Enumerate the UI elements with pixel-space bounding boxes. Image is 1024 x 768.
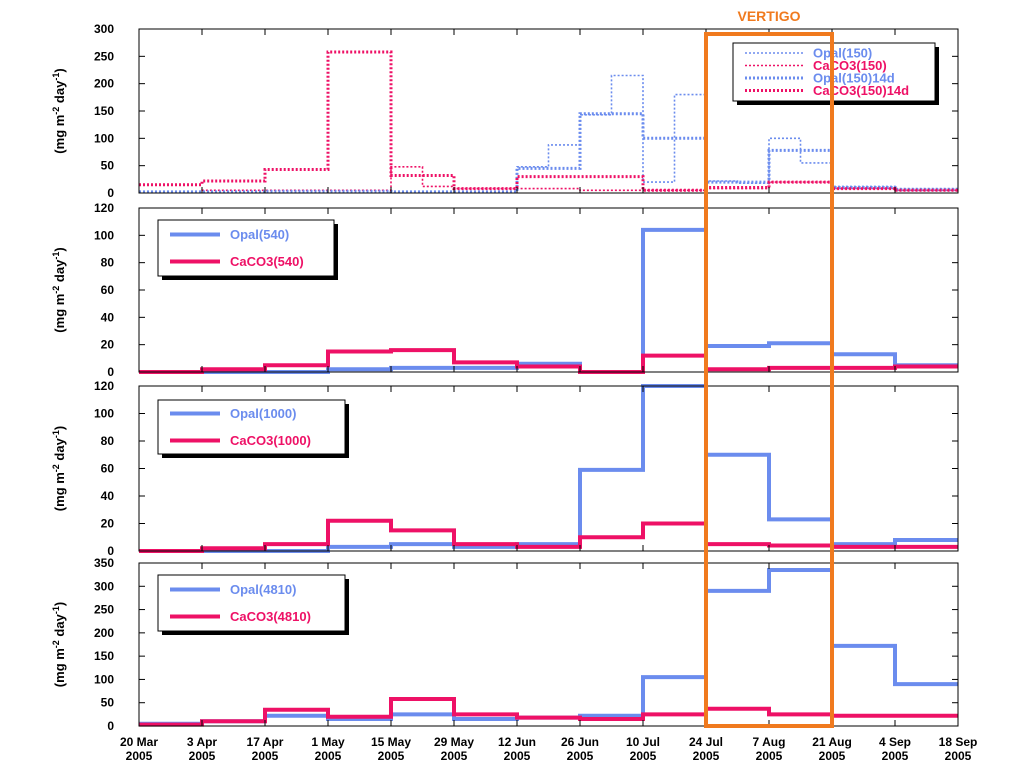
y-tick-label: 120 xyxy=(94,379,114,393)
y-tick-label: 80 xyxy=(101,256,115,270)
y-tick-label: 50 xyxy=(101,696,115,710)
legend-label: CaCO3(540) xyxy=(230,254,304,269)
y-tick-label: 60 xyxy=(101,462,115,476)
legend: Opal(150)CaCO3(150)Opal(150)14dCaCO3(150… xyxy=(732,42,939,105)
x-tick-label: 7 Aug xyxy=(753,735,786,749)
x-tick-label: 1 May xyxy=(311,735,345,749)
y-tick-label: 40 xyxy=(101,310,115,324)
panel-2: 0 20 40 60 80 100 120 (mg m-2 day-1) Opal(540) Ca… xyxy=(51,201,959,379)
x-tick-label: 15 May xyxy=(371,735,411,749)
vertigo-label: VERTIGO xyxy=(737,8,800,24)
y-tick-label: 100 xyxy=(94,672,114,686)
legend-box xyxy=(157,219,335,277)
x-tick-label: 21 Aug xyxy=(812,735,852,749)
x-tick-label: 29 May xyxy=(434,735,474,749)
y-axis-label: (mg m-2 day-1) xyxy=(51,426,67,511)
x-tick-label: 17 Apr xyxy=(247,735,284,749)
x-tick-label-year: 2005 xyxy=(567,749,594,763)
x-tick-label: 18 Sep xyxy=(939,735,978,749)
y-tick-label: 200 xyxy=(94,77,114,91)
y-tick-label: 20 xyxy=(101,338,115,352)
y-tick-label: 150 xyxy=(94,649,114,663)
legend: Opal(4810) CaCO3(4810) xyxy=(157,574,349,635)
x-tick-label-year: 2005 xyxy=(819,749,846,763)
y-tick-label: 350 xyxy=(94,556,114,570)
x-tick-label: 20 Mar xyxy=(120,735,158,749)
x-tick-label-year: 2005 xyxy=(693,749,720,763)
legend-box xyxy=(157,399,346,455)
x-tick-label-year: 2005 xyxy=(945,749,972,763)
panel-1: 0 50 100 150 200 250 300 (mg m-2 day-1) Opal(150… xyxy=(51,22,959,200)
plot-frame xyxy=(138,562,959,727)
x-tick-label-year: 2005 xyxy=(882,749,909,763)
series-line-caco3-1000- xyxy=(139,518,958,553)
x-tick-label: 4 Sep xyxy=(879,735,911,749)
x-tick-label-year: 2005 xyxy=(378,749,405,763)
legend-label: CaCO3(4810) xyxy=(230,609,311,624)
legend-label: Opal(540) xyxy=(230,227,289,242)
x-tick-label-year: 2005 xyxy=(441,749,468,763)
y-axis-label: (mg m-2 day-1) xyxy=(51,68,67,153)
y-tick-label: 0 xyxy=(107,544,114,558)
y-tick-label: 200 xyxy=(94,626,114,640)
y-tick-label: 300 xyxy=(94,579,114,593)
legend-label: CaCO3(150)14d xyxy=(813,83,909,98)
y-tick-label: 0 xyxy=(107,186,114,200)
x-tick-label-year: 2005 xyxy=(315,749,342,763)
series-line-caco3-4810- xyxy=(139,697,958,727)
x-tick-label: 3 Apr xyxy=(187,735,218,749)
legend-label: Opal(4810) xyxy=(230,582,296,597)
x-tick-label-year: 2005 xyxy=(252,749,279,763)
y-tick-label: 0 xyxy=(107,719,114,733)
x-tick-label-year: 2005 xyxy=(504,749,531,763)
y-tick-label: 100 xyxy=(94,131,114,145)
legend: Opal(1000) CaCO3(1000) xyxy=(157,399,349,458)
y-axis-label: (mg m-2 day-1) xyxy=(51,247,67,332)
x-tick-label-year: 2005 xyxy=(630,749,657,763)
x-tick-label-year: 2005 xyxy=(189,749,216,763)
y-tick-label: 80 xyxy=(101,434,115,448)
x-tick-label-year: 2005 xyxy=(126,749,153,763)
vertigo-period-box xyxy=(704,32,834,728)
x-tick-label: 26 Jun xyxy=(561,735,599,749)
x-tick-label-year: 2005 xyxy=(756,749,783,763)
legend-label: Opal(1000) xyxy=(230,406,296,421)
y-tick-label: 50 xyxy=(101,159,115,173)
legend-box xyxy=(157,574,346,632)
y-axis-label: (mg m-2 day-1) xyxy=(51,602,67,687)
panel-3: 0 20 40 60 80 100 120 (mg m-2 day-1) Opal(1000) C… xyxy=(51,379,959,558)
y-tick-label: 0 xyxy=(107,365,114,379)
x-tick-label: 12 Jun xyxy=(498,735,536,749)
x-tick-label: 24 Jul xyxy=(689,735,723,749)
y-tick-label: 150 xyxy=(94,104,114,118)
y-tick-label: 100 xyxy=(94,407,114,421)
legend: Opal(540) CaCO3(540) xyxy=(157,219,338,280)
legend-label: CaCO3(1000) xyxy=(230,433,311,448)
y-tick-label: 120 xyxy=(94,201,114,215)
y-tick-label: 250 xyxy=(94,49,114,63)
y-tick-label: 60 xyxy=(101,283,115,297)
y-tick-label: 40 xyxy=(101,489,115,503)
legend-label: Opal(150) xyxy=(813,46,872,61)
y-tick-label: 250 xyxy=(94,603,114,617)
x-tick-label: 10 Jul xyxy=(626,735,660,749)
y-tick-label: 100 xyxy=(94,228,114,242)
panel-4: 0 50 100 150 200 250 300 350 (mg m-2 day-1) Opal(… xyxy=(51,556,959,733)
y-tick-label: 300 xyxy=(94,22,114,36)
y-tick-label: 20 xyxy=(101,517,115,531)
